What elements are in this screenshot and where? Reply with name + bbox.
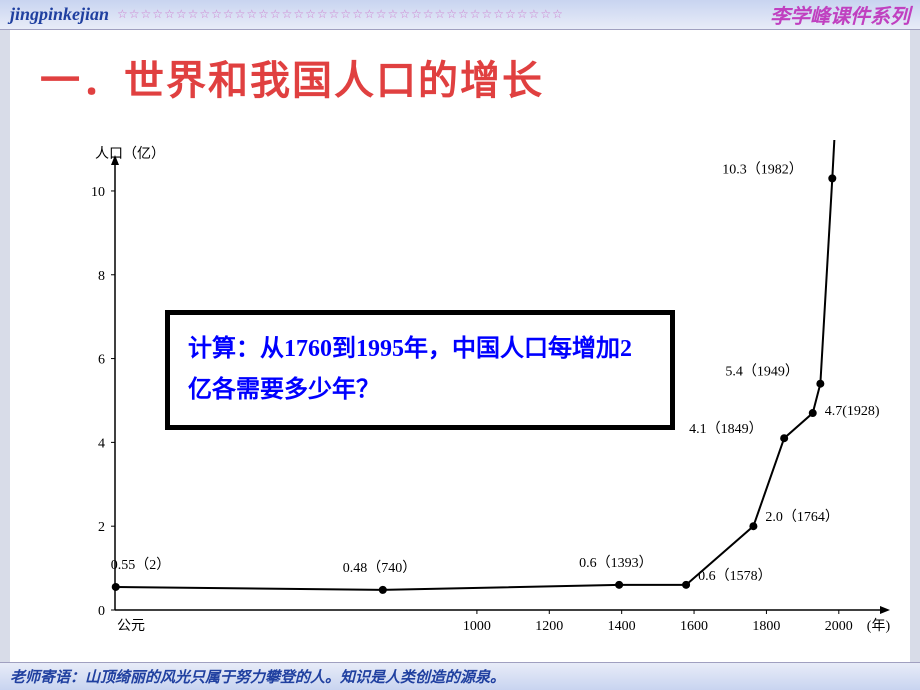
question-box: 计算：从1760到1995年，中国人口每增加2亿各需要多少年？ bbox=[165, 310, 675, 430]
svg-text:6: 6 bbox=[98, 353, 105, 368]
svg-text:0.48（740）: 0.48（740） bbox=[343, 560, 417, 576]
svg-text:5.4（1949）: 5.4（1949） bbox=[725, 364, 799, 380]
main-content: 一．世界和我国人口的增长 0 2 4 6 8 10 1000 1200 1400 1600 1800… bbox=[0, 30, 920, 662]
svg-text:人口（亿）: 人口（亿） bbox=[95, 146, 165, 162]
header-bar: jingpinkejian ☆☆☆☆☆☆☆☆☆☆☆☆☆☆☆☆☆☆☆☆☆☆☆☆☆☆… bbox=[0, 0, 920, 30]
svg-text:10.3（1982）: 10.3（1982） bbox=[722, 161, 803, 177]
svg-text:10: 10 bbox=[91, 185, 105, 200]
header-stars: ☆☆☆☆☆☆☆☆☆☆☆☆☆☆☆☆☆☆☆☆☆☆☆☆☆☆☆☆☆☆☆☆☆☆☆☆☆☆ bbox=[117, 7, 770, 22]
svg-text:2000: 2000 bbox=[825, 619, 853, 634]
svg-text:0.55（2）: 0.55（2） bbox=[111, 557, 171, 573]
svg-text:(年): (年) bbox=[867, 618, 891, 634]
page-title: 一．世界和我国人口的增长 bbox=[40, 48, 880, 106]
svg-text:1000: 1000 bbox=[463, 619, 491, 634]
svg-text:公元: 公元 bbox=[117, 619, 145, 634]
svg-text:8: 8 bbox=[98, 269, 105, 284]
svg-text:2.0（1764）: 2.0（1764） bbox=[765, 509, 839, 525]
footer-quote: 老师寄语：山顶绮丽的风光只属于努力攀登的人。知识是人类创造的源泉。 bbox=[10, 666, 505, 687]
svg-text:4.1（1849）: 4.1（1849） bbox=[689, 421, 763, 437]
svg-text:0.6（1578）: 0.6（1578） bbox=[698, 568, 772, 584]
svg-text:1200: 1200 bbox=[535, 619, 563, 634]
svg-text:0.6（1393）: 0.6（1393） bbox=[579, 555, 653, 571]
question-text: 计算：从1760到1995年，中国人口每增加2亿各需要多少年？ bbox=[188, 329, 652, 411]
svg-text:1600: 1600 bbox=[680, 619, 708, 634]
header-logo-left: jingpinkejian bbox=[10, 4, 109, 25]
svg-text:2: 2 bbox=[98, 520, 105, 535]
svg-text:1400: 1400 bbox=[608, 619, 636, 634]
svg-text:4: 4 bbox=[98, 436, 105, 451]
svg-text:1800: 1800 bbox=[752, 619, 780, 634]
footer-bar: 老师寄语：山顶绮丽的风光只属于努力攀登的人。知识是人类创造的源泉。 bbox=[0, 662, 920, 690]
svg-text:0: 0 bbox=[98, 604, 105, 619]
svg-text:4.7(1928): 4.7(1928) bbox=[825, 404, 880, 419]
header-logo-right: 李学峰课件系列 bbox=[770, 0, 910, 29]
